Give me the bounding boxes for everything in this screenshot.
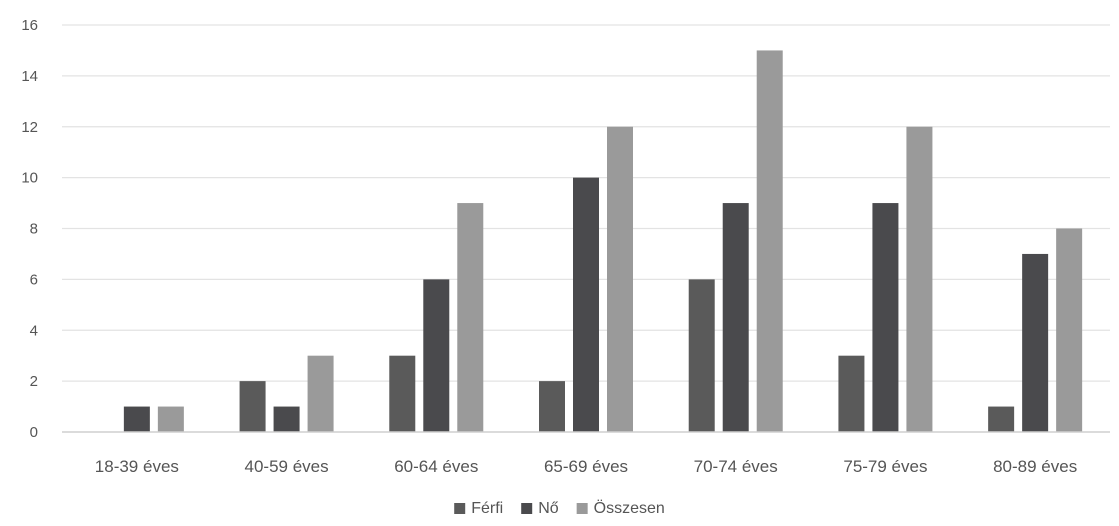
bar-n--6	[1022, 253, 1049, 432]
legend-swatch-2	[576, 503, 588, 514]
y-tick-label: 10	[21, 170, 38, 187]
bar--sszesen-1	[307, 355, 334, 432]
legend-label: Nő	[538, 500, 559, 517]
bar--sszesen-6	[1056, 228, 1083, 432]
legend-label: Férfi	[471, 500, 503, 517]
bars	[123, 50, 1083, 432]
y-tick-label: 14	[21, 68, 38, 85]
bar-f-rfi-6	[988, 406, 1015, 432]
x-category-label: 60-64 éves	[394, 457, 478, 476]
bar-f-rfi-2	[389, 355, 416, 432]
x-category-label: 70-74 éves	[694, 457, 778, 476]
x-category-label: 18-39 éves	[95, 457, 179, 476]
y-tick-label: 8	[30, 221, 38, 238]
legend-swatch-0	[454, 503, 466, 514]
legend: Férfi Nő Összesen	[454, 499, 665, 517]
bar-n--2	[423, 279, 450, 432]
legend-swatch-1	[521, 503, 533, 514]
bar-n--4	[722, 203, 749, 432]
x-category-label: 40-59 éves	[245, 457, 329, 476]
bar-f-rfi-1	[239, 381, 266, 432]
y-tick-label: 0	[30, 424, 38, 441]
bar-n--1	[273, 406, 300, 432]
bar--sszesen-0	[157, 406, 184, 432]
bar-n--3	[573, 177, 599, 432]
bar--sszesen-5	[906, 126, 933, 432]
bar--sszesen-2	[457, 203, 484, 432]
legend-label: Összesen	[594, 499, 665, 517]
x-category-label: 75-79 éves	[843, 457, 927, 476]
y-axis-ticks: 0 2 4 6 8 10 12 14 16	[21, 17, 38, 441]
x-category-label: 80-89 éves	[993, 457, 1077, 476]
x-axis-categories: 18-39 éves 40-59 éves 60-64 éves 65-69 éves…	[95, 457, 1077, 476]
y-tick-label: 2	[30, 373, 38, 390]
bar-f-rfi-3	[539, 381, 565, 432]
y-tick-label: 16	[21, 17, 38, 34]
y-tick-label: 4	[30, 322, 38, 339]
y-tick-label: 12	[21, 119, 38, 136]
bar--sszesen-4	[756, 50, 783, 432]
bar-f-rfi-4	[688, 279, 715, 432]
bar-n--5	[872, 203, 899, 432]
y-tick-label: 6	[30, 271, 38, 288]
bar--sszesen-3	[607, 126, 633, 432]
x-category-label: 65-69 éves	[544, 457, 628, 476]
bar-n--0	[123, 406, 150, 432]
bar-f-rfi-5	[838, 355, 865, 432]
